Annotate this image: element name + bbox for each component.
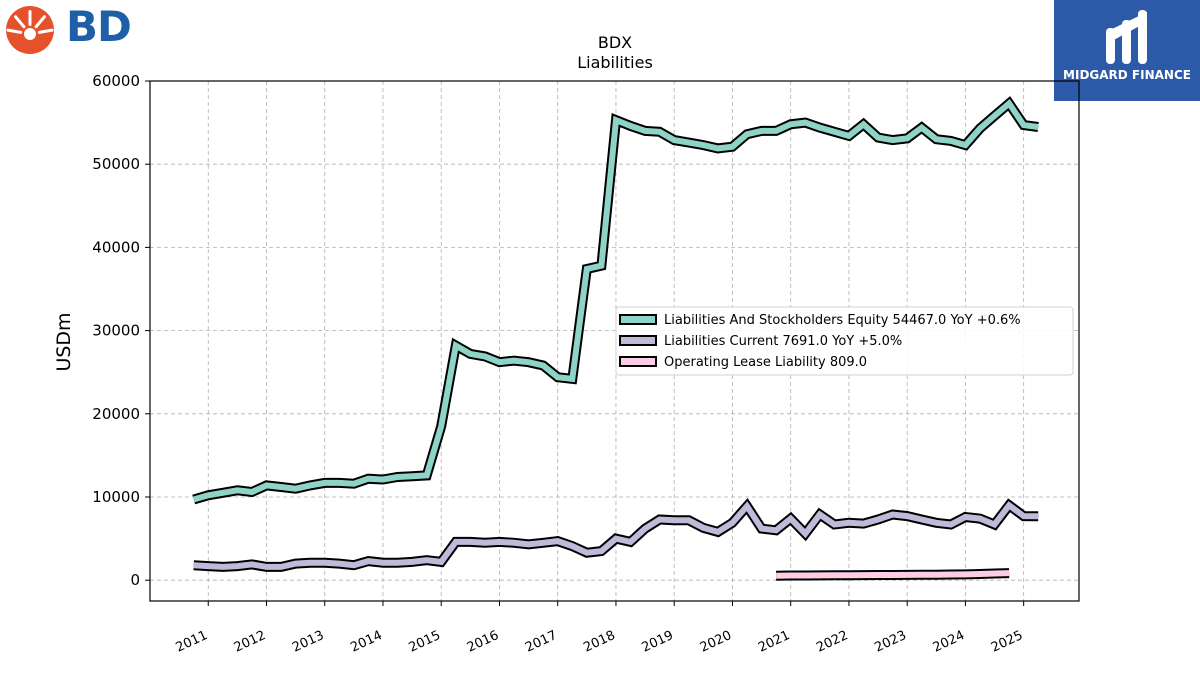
y-tick-label: 60000 [92, 72, 140, 90]
x-tick-label: 2021 [756, 628, 792, 656]
series-lines [192, 96, 1039, 581]
x-tick-label: 2025 [989, 628, 1025, 656]
y-axis-label: USDm [53, 312, 75, 371]
legend-box [615, 306, 1074, 376]
series-line [776, 570, 1010, 579]
brand-logo-text: BD [66, 2, 132, 51]
legend-label: Liabilities Current 7691.0 YoY +5.0% [664, 334, 902, 349]
chart-subtitle: Liabilities [577, 53, 653, 72]
series-line [192, 99, 1039, 503]
y-tick-label: 40000 [92, 238, 140, 256]
series-1 [193, 497, 1039, 572]
legend-swatch [619, 314, 657, 325]
legend-swatch [619, 356, 657, 367]
bd-logo [4, 4, 136, 56]
y-tick-label: 20000 [92, 405, 140, 423]
x-tick-label: 2022 [814, 628, 850, 656]
legend-label: Operating Lease Liability 809.0 [664, 355, 867, 370]
starburst-icon [6, 6, 54, 54]
x-tick-label: 2020 [698, 628, 734, 656]
x-tick-label: 2024 [931, 628, 967, 656]
y-tick-label: 50000 [92, 155, 140, 173]
midgard-m-icon [1106, 10, 1147, 64]
series-line [193, 501, 1039, 570]
legend-swatch [619, 335, 657, 346]
series-0 [192, 96, 1039, 505]
y-tick-label: 10000 [92, 488, 140, 506]
x-tick-label: 2015 [407, 628, 443, 656]
x-tick-label: 2013 [290, 628, 326, 656]
y-tick-label: 0 [130, 571, 140, 589]
partner-name: MIDGARD FINANCE [1063, 68, 1191, 82]
x-tick-label: 2018 [581, 628, 617, 656]
legend-label: Liabilities And Stockholders Equity 5446… [664, 313, 1021, 328]
x-tick-label: 2019 [640, 628, 676, 656]
chart-title: BDX [598, 33, 632, 52]
x-tick-label: 2014 [348, 628, 384, 656]
x-tick-label: 2012 [232, 628, 268, 656]
legend: Liabilities And Stockholders Equity 5446… [615, 306, 1074, 376]
x-tick-label: 2016 [465, 628, 501, 656]
x-tick-label: 2017 [523, 628, 559, 656]
series-2 [776, 568, 1010, 581]
plot-frame [149, 80, 1080, 602]
x-tick-label: 2023 [873, 628, 909, 656]
partner-logo: MIDGARD FINANCE [1054, 0, 1200, 101]
y-tick-label: 30000 [92, 322, 140, 340]
x-tick-label: 2011 [174, 628, 210, 656]
